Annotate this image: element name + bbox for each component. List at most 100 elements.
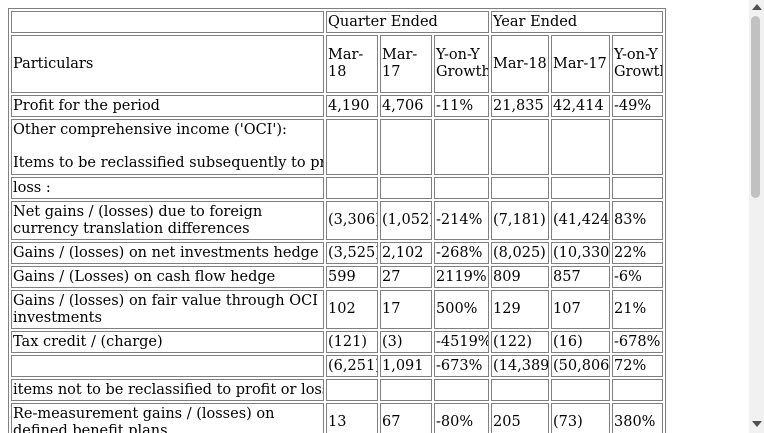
row-label: Tax credit / (charge)	[11, 331, 324, 353]
scroll-down-arrow-icon[interactable]	[752, 421, 762, 427]
cell-y-mar17: (73)	[551, 403, 610, 433]
cell-q-mar17: 67	[380, 403, 432, 433]
cell-q-mar18: (3,525)	[326, 242, 378, 264]
cell-y-growth: 22%	[612, 242, 664, 264]
cell-y-mar17: (10,330)	[551, 242, 610, 264]
cell-y-mar18: (122)	[491, 331, 549, 353]
header-y-mar18: Mar-18	[491, 35, 549, 93]
row-label: Gains / (losses) on fair value through O…	[11, 290, 324, 329]
header-y-mar17: Mar-17	[551, 35, 610, 93]
cell-q-mar18: 102	[326, 290, 378, 329]
header-year-ended: Year Ended	[491, 11, 664, 33]
empty-cell	[326, 379, 378, 401]
header-particulars: Particulars	[11, 35, 324, 93]
scrollbar-thumb[interactable]	[751, 16, 760, 198]
empty-cell	[380, 379, 432, 401]
empty-cell	[491, 379, 549, 401]
cell-y-mar18: 21,835	[491, 95, 549, 117]
cell-q-mar17: (3)	[380, 331, 432, 353]
row-label	[11, 355, 324, 377]
row-profit: Profit for the period 4,190 4,706 -11% 2…	[11, 95, 664, 117]
row-fx-translation: Net gains / (losses) due to foreign curr…	[11, 201, 664, 240]
cell-y-growth: -678%	[612, 331, 664, 353]
empty-cell	[434, 119, 489, 175]
cell-q-mar18: 599	[326, 266, 378, 288]
cell-q-growth: -11%	[434, 95, 489, 117]
cell-q-mar17: 17	[380, 290, 432, 329]
cell-y-mar18: (14,389)	[491, 355, 549, 377]
row-oci: Other comprehensive income ('OCI'): Items…	[11, 119, 664, 175]
row-label: Net gains / (losses) due to foreign curr…	[11, 201, 324, 240]
row-label: Gains / (Losses) on cash flow hedge	[11, 266, 324, 288]
row-label: Gains / (losses) on net investments hedg…	[11, 242, 324, 264]
empty-cell	[380, 177, 432, 199]
empty-cell	[612, 177, 664, 199]
cell-y-mar17: (41,424)	[551, 201, 610, 240]
financial-table-container: Quarter Ended Year Ended Particulars Mar…	[8, 8, 666, 433]
row-fair-value-oci: Gains / (losses) on fair value through O…	[11, 290, 664, 329]
row-label: Re-measurement gains / (losses) on defin…	[11, 403, 324, 433]
cell-q-growth: -673%	[434, 355, 489, 377]
financial-table: Quarter Ended Year Ended Particulars Mar…	[8, 8, 666, 433]
vertical-scrollbar[interactable]	[749, 0, 764, 433]
oci-heading: Other comprehensive income ('OCI'):	[13, 122, 287, 138]
cell-q-mar17: 4,706	[380, 95, 432, 117]
cell-y-growth: 21%	[612, 290, 664, 329]
row-cash-flow-hedge: Gains / (Losses) on cash flow hedge 599 …	[11, 266, 664, 288]
row-label: loss :	[11, 177, 324, 199]
row-tax: Tax credit / (charge) (121) (3) -4519% (…	[11, 331, 664, 353]
cell-y-mar17: 107	[551, 290, 610, 329]
row-not-reclassified: items not to be reclassified to profit o…	[11, 379, 664, 401]
cell-q-growth: 2119%	[434, 266, 489, 288]
empty-cell	[434, 379, 489, 401]
row-subtotal: (6,251) 1,091 -673% (14,389) (50,806) 72…	[11, 355, 664, 377]
cell-y-mar17: (50,806)	[551, 355, 610, 377]
cell-q-mar17: (1,052)	[380, 201, 432, 240]
cell-y-mar18: 205	[491, 403, 549, 433]
cell-y-mar18: 129	[491, 290, 549, 329]
empty-cell	[612, 119, 664, 175]
cell-q-growth: -80%	[434, 403, 489, 433]
cell-q-growth: -214%	[434, 201, 489, 240]
row-net-investments-hedge: Gains / (losses) on net investments hedg…	[11, 242, 664, 264]
cell-q-mar17: 1,091	[380, 355, 432, 377]
header-q-mar17: Mar-17	[380, 35, 432, 93]
cell-y-mar18: 809	[491, 266, 549, 288]
empty-cell	[434, 177, 489, 199]
cell-q-mar18: (3,306)	[326, 201, 378, 240]
empty-cell	[326, 177, 378, 199]
row-label: Profit for the period	[11, 95, 324, 117]
cell-q-mar17: 27	[380, 266, 432, 288]
empty-cell	[380, 119, 432, 175]
cell-y-mar18: (7,181)	[491, 201, 549, 240]
oci-subheading: Items to be reclassified subsequently to…	[13, 155, 323, 171]
row-label: Other comprehensive income ('OCI'): Items…	[11, 119, 324, 175]
cell-y-mar17: 42,414	[551, 95, 610, 117]
row-label: items not to be reclassified to profit o…	[11, 379, 324, 401]
cell-y-growth: 83%	[612, 201, 664, 240]
cell-y-growth: 380%	[612, 403, 664, 433]
empty-cell	[612, 379, 664, 401]
cell-q-growth: 500%	[434, 290, 489, 329]
cell-y-mar17: 857	[551, 266, 610, 288]
cell-y-growth: -49%	[612, 95, 664, 117]
cell-y-growth: 72%	[612, 355, 664, 377]
header-y-growth: Y-on-Y Growth	[612, 35, 664, 93]
header-row-columns: Particulars Mar-18 Mar-17 Y-on-Y Growth …	[11, 35, 664, 93]
empty-cell	[491, 119, 549, 175]
header-q-growth: Y-on-Y Growth	[434, 35, 489, 93]
row-remeasurement: Re-measurement gains / (losses) on defin…	[11, 403, 664, 433]
empty-cell	[551, 119, 610, 175]
empty-cell	[491, 177, 549, 199]
cell-y-mar17: (16)	[551, 331, 610, 353]
cell-y-growth: -6%	[612, 266, 664, 288]
cell-q-mar18: (121)	[326, 331, 378, 353]
row-loss: loss :	[11, 177, 664, 199]
cell-q-mar17: 2,102	[380, 242, 432, 264]
cell-q-growth: -268%	[434, 242, 489, 264]
header-empty-cell	[11, 11, 324, 33]
cell-q-growth: -4519%	[434, 331, 489, 353]
cell-q-mar18: 4,190	[326, 95, 378, 117]
cell-q-mar18: 13	[326, 403, 378, 433]
scroll-up-arrow-icon[interactable]	[752, 4, 762, 10]
